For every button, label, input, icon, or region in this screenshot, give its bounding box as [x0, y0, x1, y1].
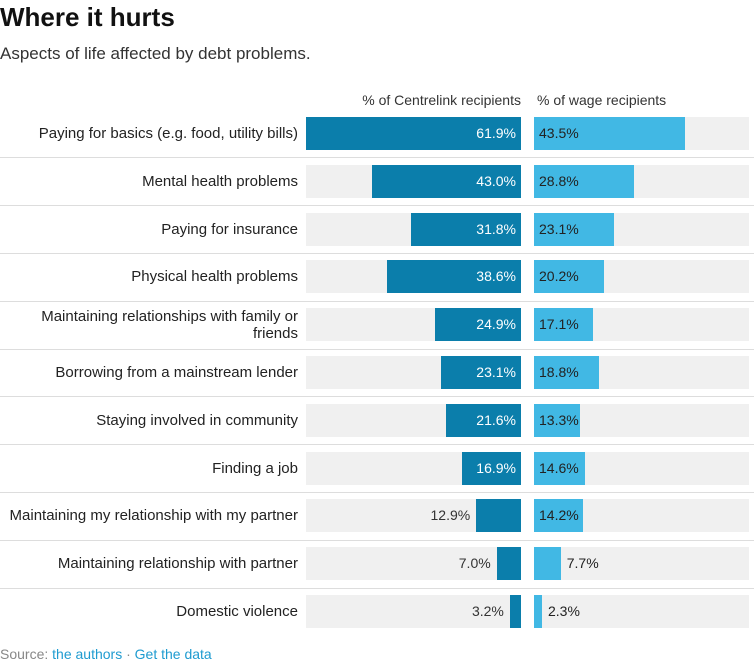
row-separator	[0, 396, 754, 398]
value-label: 14.2%	[539, 507, 579, 524]
bar	[534, 117, 686, 150]
row-separator	[0, 539, 754, 541]
row-separator	[0, 252, 754, 254]
source: Source: the authors · Get the data	[0, 646, 212, 662]
bar	[410, 212, 521, 246]
value-label: 7.0%	[458, 555, 491, 572]
row-separator	[0, 157, 754, 159]
category-label: Domestic violence	[176, 603, 298, 620]
value-label: 23.1%	[539, 220, 579, 237]
bar	[445, 403, 521, 437]
row-separator	[0, 444, 754, 446]
source-link[interactable]: the authors	[52, 646, 123, 662]
bar	[462, 451, 521, 485]
bar	[509, 595, 521, 628]
row-separator	[0, 491, 754, 493]
row-separator	[0, 205, 754, 207]
bar	[306, 117, 521, 150]
bar	[371, 164, 521, 198]
value-label: 38.6%	[476, 268, 516, 285]
value-label: 13.3%	[539, 411, 579, 428]
category-label: Maintaining relationships with family or…	[41, 307, 298, 342]
panel-background	[534, 547, 749, 581]
value-label: 23.1%	[476, 364, 516, 380]
bar	[386, 260, 521, 294]
category-label: Staying involved in community	[96, 411, 298, 429]
value-label: 18.8%	[539, 364, 579, 380]
panel-background	[534, 595, 749, 628]
category-label: Maintaining relationship with partner	[57, 555, 298, 573]
value-label: 28.8%	[539, 172, 579, 189]
bar	[534, 308, 594, 342]
category-label: Paying for basics (e.g. food, utility bi…	[38, 125, 298, 142]
category-label: Physical health problems	[131, 268, 298, 286]
value-label: 3.2%	[471, 603, 504, 619]
value-label: 43.0%	[476, 172, 516, 189]
category-label: Maintaining my relationship with my part…	[9, 507, 298, 525]
row-separator	[0, 300, 754, 302]
bar	[534, 260, 605, 294]
bar	[476, 499, 521, 533]
bar	[434, 308, 521, 342]
value-label: 20.2%	[539, 268, 579, 285]
bar	[534, 356, 600, 389]
row-separator	[0, 348, 754, 350]
panel-background	[306, 595, 521, 628]
value-label: 7.7%	[566, 555, 599, 572]
value-label: 43.5%	[539, 125, 579, 141]
bar	[534, 547, 561, 581]
bar	[534, 499, 584, 533]
value-label: 16.9%	[476, 459, 516, 476]
chart-title: Where it hurts	[0, 2, 175, 32]
bar	[534, 595, 542, 628]
source-label: Source:	[0, 646, 49, 662]
value-label: 21.6%	[476, 411, 516, 428]
value-label: 17.1%	[539, 316, 579, 333]
value-label: 14.6%	[539, 459, 579, 476]
value-label: 61.9%	[476, 125, 516, 141]
category-label: Finding a job	[212, 459, 298, 477]
bar	[496, 547, 521, 581]
series-header: % of Centrelink recipients	[362, 92, 521, 108]
value-label: 24.9%	[476, 316, 516, 333]
value-label: 12.9%	[430, 507, 471, 524]
bar	[534, 212, 615, 246]
category-label: Mental health problems	[142, 172, 298, 190]
value-label: 31.8%	[476, 220, 516, 237]
category-label: Borrowing from a mainstream lender	[55, 364, 298, 381]
bar	[534, 403, 581, 437]
value-label: 2.3%	[547, 603, 580, 619]
bar	[534, 164, 635, 198]
data-link[interactable]: Get the data	[134, 646, 212, 662]
series-header: % of wage recipients	[537, 92, 667, 108]
panel-background	[306, 547, 521, 581]
category-label: Paying for insurance	[161, 220, 298, 238]
bar	[440, 356, 521, 389]
chart-subtitle: Aspects of life affected by debt problem…	[0, 44, 311, 63]
row-separator	[0, 587, 754, 589]
bar	[534, 451, 585, 485]
